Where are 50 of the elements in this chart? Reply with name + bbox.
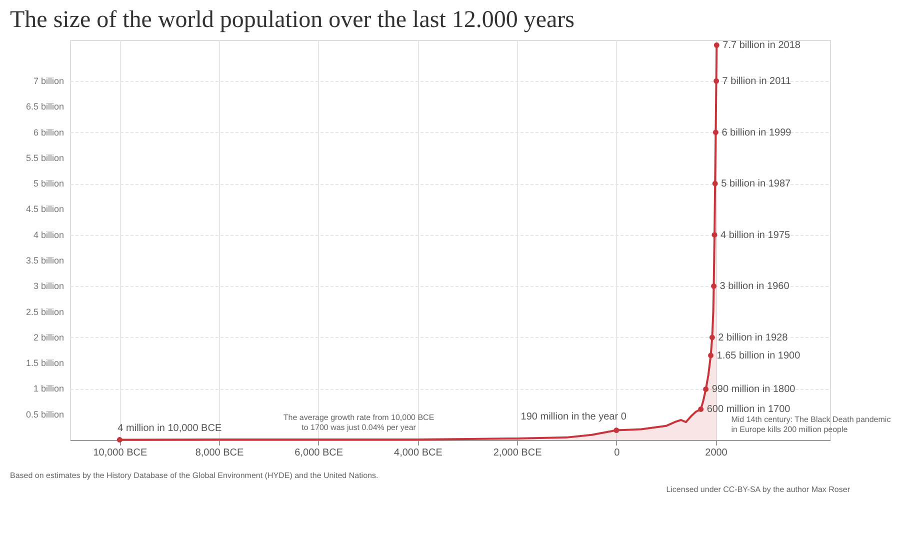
annotation: 990 million in 1800 bbox=[712, 384, 796, 396]
y-tick-label: 7 billion bbox=[33, 76, 64, 86]
point bbox=[703, 386, 709, 392]
annotation: 4 million in 10,000 BCE bbox=[118, 422, 222, 434]
annotation: Mid 14th century: The Black Death pandemic in Europe kills 200 million people bbox=[731, 415, 891, 434]
annotation: 1.65 billion in 1900 bbox=[716, 350, 801, 362]
point bbox=[698, 406, 704, 412]
annotation: 5 billion in 1987 bbox=[721, 178, 792, 190]
annotation: 6 billion in 1999 bbox=[722, 127, 792, 138]
point bbox=[708, 352, 714, 358]
annotation: 3 billion in 1960 bbox=[720, 281, 790, 292]
x-tick-label: 8,000 BCE bbox=[195, 448, 244, 458]
point bbox=[712, 130, 718, 136]
annotation: 7.7 billion in 2018 bbox=[722, 40, 801, 52]
y-tick-label: 3 billion bbox=[33, 281, 64, 292]
y-tick-label: 0.5 billion bbox=[26, 409, 64, 420]
annotation: The average growth rate from 10,000 BCE to 1700 was just 0.04% per year bbox=[283, 413, 434, 432]
y-tick-label: 3.5 billion bbox=[26, 256, 64, 266]
x-tick-label: 2,000 BCE bbox=[493, 448, 542, 458]
x-tick-label: 6,000 BCE bbox=[294, 448, 344, 458]
chart-title: The size of the world population over the last 12.000 years bbox=[10, 7, 575, 33]
y-tick-label: 2 billion bbox=[33, 332, 64, 342]
x-tick-label: 0 bbox=[614, 448, 620, 458]
point bbox=[712, 180, 718, 186]
annotation: 190 million in the year 0 bbox=[520, 411, 627, 422]
point bbox=[116, 437, 122, 443]
y-tick-label: 4 billion bbox=[33, 230, 64, 240]
x-tick-label: 4,000 BCE bbox=[394, 448, 443, 458]
annotation: 4 billion in 1975 bbox=[720, 230, 790, 241]
point bbox=[712, 232, 718, 238]
x-tick-label: 10,000 BCE bbox=[93, 448, 148, 458]
x-tick-label: 2000 bbox=[705, 448, 728, 458]
text: Based on estimates by the History Database of the Global Environment (HYDE) and the United Nations. bbox=[10, 471, 378, 480]
annotation: 2 billion in 1928 bbox=[718, 332, 788, 344]
annotation: 600 million in 1700 bbox=[706, 404, 791, 416]
y-tick-label: 6 billion bbox=[33, 127, 64, 138]
point bbox=[714, 42, 720, 48]
y-tick-label: 5 billion bbox=[33, 178, 64, 189]
point bbox=[714, 78, 720, 84]
text: Licensed under CC-BY-SA by the author Max Roser bbox=[666, 485, 850, 494]
annotation: 7 billion in 2011 bbox=[722, 76, 792, 88]
y-tick-label: 4.5 billion bbox=[26, 204, 64, 214]
y-tick-label: 1 billion bbox=[33, 384, 64, 394]
y-tick-label: 2.5 billion bbox=[26, 306, 64, 317]
point bbox=[709, 334, 715, 340]
y-tick-label: 5.5 billion bbox=[26, 152, 64, 163]
y-tick-label: 1.5 billion bbox=[26, 358, 64, 368]
point bbox=[614, 428, 620, 433]
y-tick-label: 6.5 billion bbox=[26, 102, 64, 112]
point bbox=[711, 283, 717, 289]
